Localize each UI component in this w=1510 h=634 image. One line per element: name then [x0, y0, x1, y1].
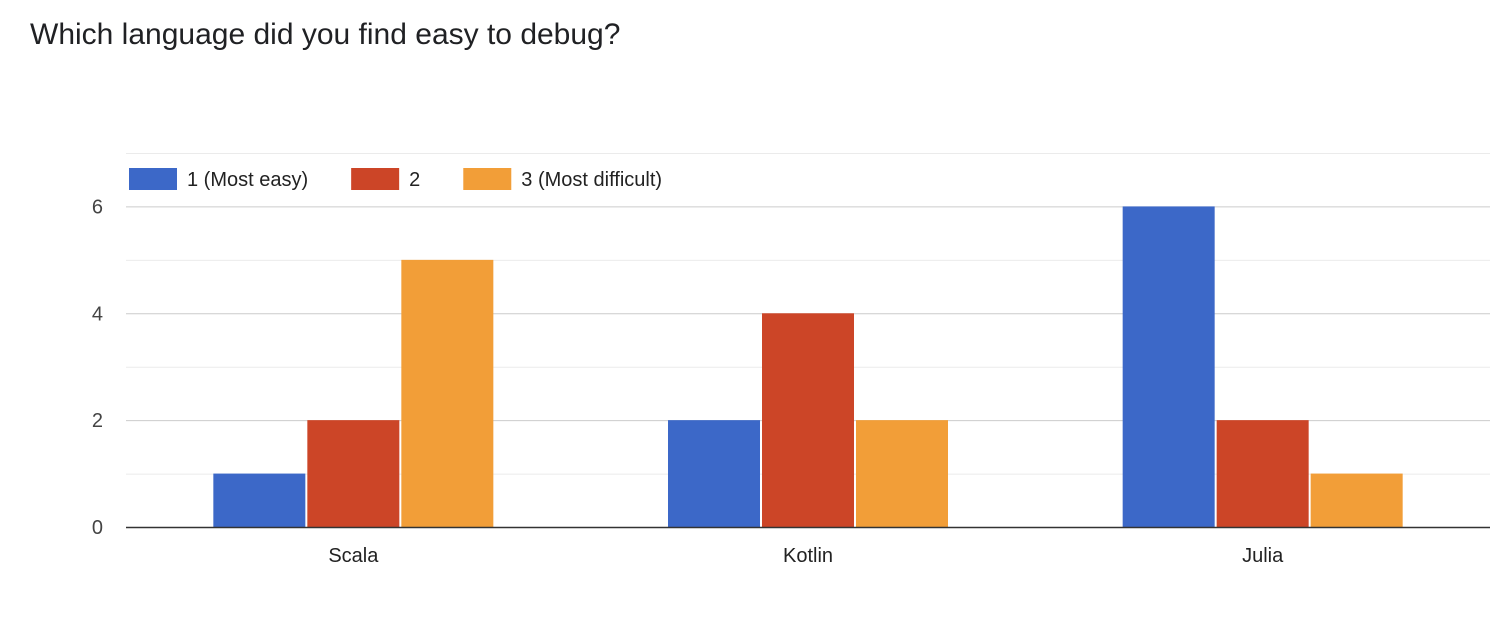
bar-kotlin-series-2[interactable]: [762, 313, 854, 527]
bar-scala-series-3[interactable]: [401, 259, 494, 527]
bar-kotlin-series-1[interactable]: [668, 420, 760, 527]
bar-julia-series-3[interactable]: [1310, 473, 1403, 527]
y-tick-label: 6: [92, 196, 103, 218]
legend[interactable]: 1 (Most easy) 2 3 (Most difficult): [129, 168, 662, 191]
bar-kotlin-series-3[interactable]: [856, 420, 948, 527]
legend-label: 1 (Most easy): [187, 169, 308, 191]
bars: [213, 206, 1403, 527]
x-tick-label: Julia: [1242, 545, 1284, 567]
x-tick-label: Kotlin: [783, 545, 833, 567]
x-tick-label: Scala: [328, 545, 379, 567]
bar-julia-series-2[interactable]: [1216, 420, 1309, 527]
y-tick-label: 2: [92, 410, 103, 432]
legend-item[interactable]: 1 (Most easy): [129, 168, 308, 191]
legend-swatch: [129, 168, 177, 190]
axes: 0 2 4 6 Scala Kotlin Julia: [92, 196, 1490, 567]
y-tick-label: 0: [92, 517, 103, 539]
chart-title: Which language did you find easy to debu…: [30, 18, 621, 51]
bar-julia-series-1[interactable]: [1122, 206, 1215, 527]
legend-label: 2: [409, 169, 420, 191]
legend-item[interactable]: 2: [351, 168, 420, 191]
legend-swatch: [463, 168, 512, 190]
legend-label: 3 (Most difficult): [521, 169, 662, 191]
legend-item[interactable]: 3 (Most difficult): [463, 168, 662, 191]
y-tick-label: 4: [92, 303, 103, 325]
bar-scala-series-1[interactable]: [213, 473, 306, 527]
bar-scala-series-2[interactable]: [307, 420, 400, 527]
legend-swatch: [351, 168, 400, 190]
